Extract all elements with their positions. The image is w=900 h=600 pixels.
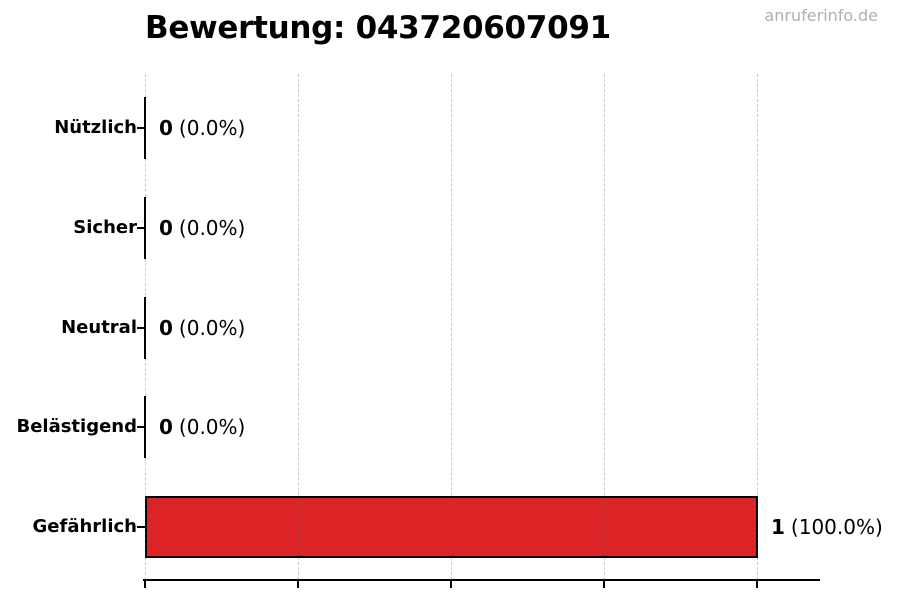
- gridline-vertical: [603, 74, 605, 580]
- x-axis-line: [143, 579, 820, 581]
- value-percentage: (100.0%): [790, 515, 883, 540]
- value-label: 1 (100.0%): [771, 513, 883, 541]
- gridline-vertical: [450, 74, 452, 580]
- gridline-vertical: [756, 74, 758, 580]
- category-label: Neutral: [61, 316, 137, 338]
- value-label: 0 (0.0%): [159, 214, 245, 242]
- value-percentage: (0.0%): [178, 315, 246, 340]
- value-count: 0: [159, 315, 173, 340]
- zero-value-bar: [144, 296, 146, 359]
- category-label: Nützlich: [54, 116, 137, 138]
- value-label: 0 (0.0%): [159, 114, 245, 142]
- category-label: Sicher: [73, 216, 137, 238]
- zero-value-bar: [144, 196, 146, 259]
- y-axis-tick: [137, 226, 145, 229]
- zero-value-bar: [144, 396, 146, 459]
- value-label: 0 (0.0%): [159, 413, 245, 441]
- category-label: Belästigend: [16, 416, 137, 438]
- category-label: Gefährlich: [32, 516, 137, 538]
- y-axis-tick: [137, 426, 145, 429]
- x-axis-tick: [450, 580, 452, 588]
- y-axis-tick: [137, 326, 145, 329]
- y-axis-tick: [137, 126, 145, 129]
- value-count: 0: [159, 415, 173, 440]
- x-axis-tick: [297, 580, 299, 588]
- value-count: 0: [159, 215, 173, 240]
- value-percentage: (0.0%): [178, 415, 246, 440]
- value-label: 0 (0.0%): [159, 314, 245, 342]
- value-percentage: (0.0%): [178, 215, 246, 240]
- bar: [145, 496, 758, 559]
- zero-value-bar: [144, 96, 146, 159]
- x-axis-tick: [603, 580, 605, 588]
- chart-title: Bewertung: 043720607091: [145, 10, 611, 46]
- gridline-vertical: [297, 74, 299, 580]
- value-percentage: (0.0%): [178, 115, 246, 140]
- y-axis-tick: [137, 526, 145, 529]
- value-count: 1: [771, 515, 785, 540]
- x-axis-tick: [144, 580, 146, 588]
- value-count: 0: [159, 115, 173, 140]
- x-axis-tick: [756, 580, 758, 588]
- watermark: anruferinfo.de: [764, 6, 878, 25]
